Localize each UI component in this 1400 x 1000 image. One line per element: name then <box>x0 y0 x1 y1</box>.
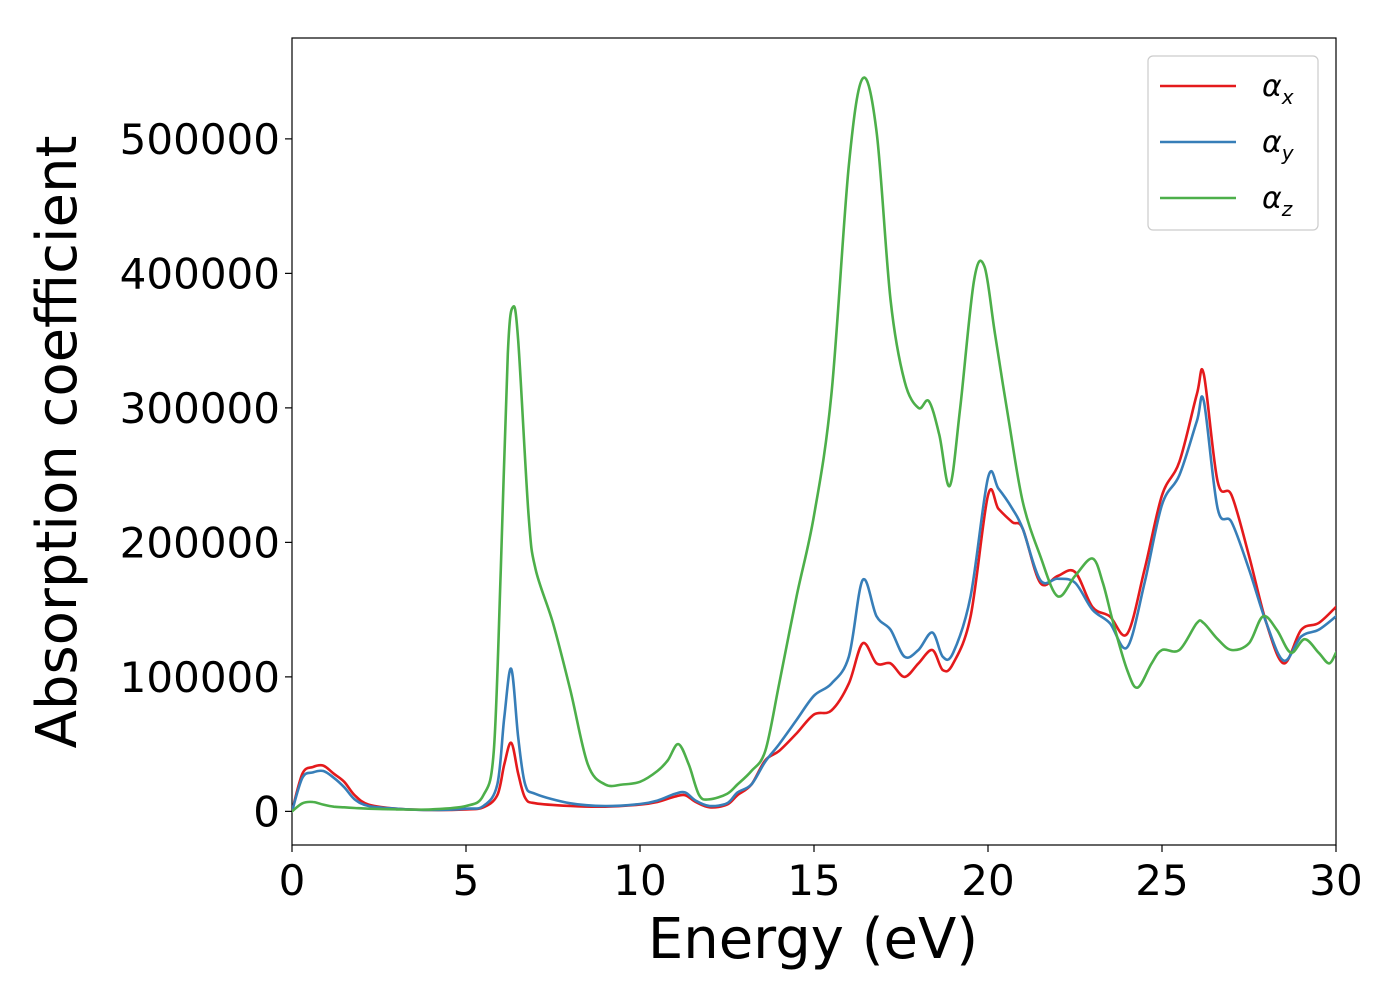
y-tick-label: 0 <box>253 787 280 836</box>
y-axis-label: Absorption coefficient <box>25 136 90 749</box>
x-tick-label: 5 <box>453 856 480 905</box>
y-tick-label: 500000 <box>120 115 280 164</box>
series-line-z <box>292 76 1336 813</box>
legend-label-z: αz <box>1262 181 1293 221</box>
x-tick-label: 0 <box>279 856 306 905</box>
legend: αx αy αz <box>1147 55 1319 231</box>
series-line-y <box>292 395 1336 813</box>
y-tick-label: 100000 <box>120 653 280 702</box>
ticks-group: 0 5 10 15 20 25 30 0 100000 200000 300000 400000 500… <box>120 115 1363 905</box>
y-tick-label: 400000 <box>120 249 280 298</box>
series-line-x <box>292 367 1336 813</box>
legend-label-y: αy <box>1262 125 1295 165</box>
x-tick-label: 10 <box>613 856 666 905</box>
x-tick-label: 20 <box>961 856 1014 905</box>
y-tick-label: 200000 <box>120 518 280 567</box>
legend-label-x: αx <box>1262 69 1294 109</box>
series-group <box>292 76 1336 813</box>
x-tick-label: 30 <box>1309 856 1362 905</box>
x-axis-label: Energy (eV) <box>648 907 978 972</box>
x-tick-label: 25 <box>1135 856 1188 905</box>
x-tick-label: 15 <box>787 856 840 905</box>
y-tick-label: 300000 <box>120 384 280 433</box>
